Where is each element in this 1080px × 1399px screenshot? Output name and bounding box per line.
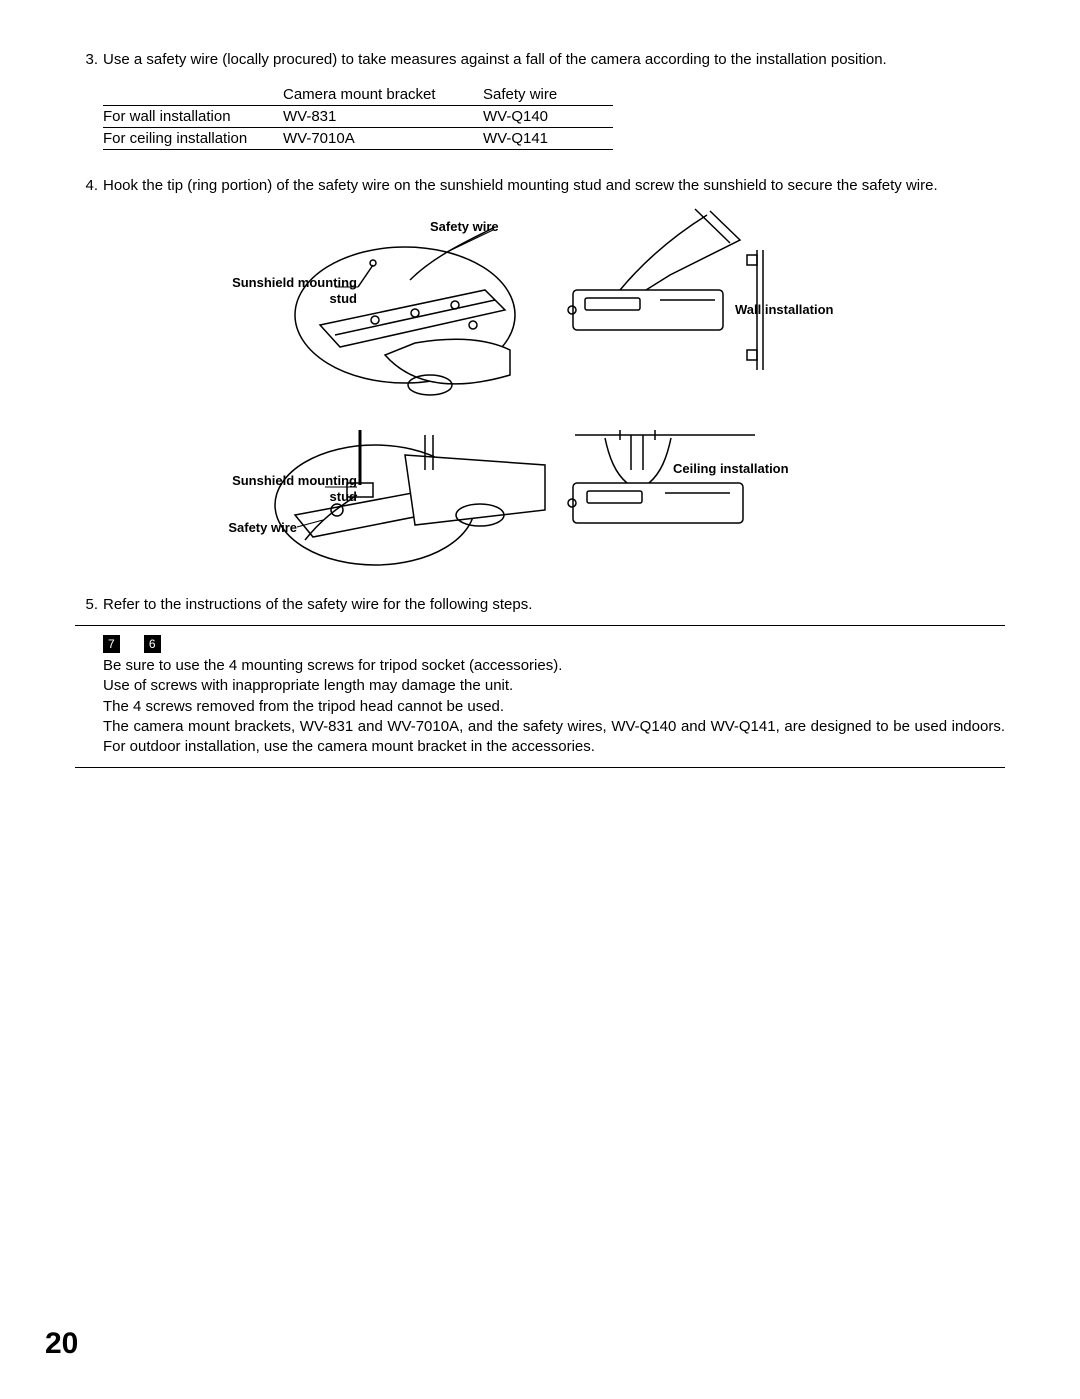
figure-area: Safety wire Sunshield mounting stud Wall… xyxy=(75,205,1005,585)
list-number: 3. xyxy=(75,50,103,70)
th-blank xyxy=(103,84,283,106)
th-bracket: Camera mount bracket xyxy=(283,84,483,106)
page-number: 20 xyxy=(45,1327,78,1361)
note-line: Use of screws with inappropriate length … xyxy=(103,676,1005,696)
cell: For ceiling installation xyxy=(103,128,283,150)
note-line: Be sure to use the 4 mounting screws for… xyxy=(103,656,1005,676)
note-line: The camera mount brackets, WV-831 and WV… xyxy=(103,717,1005,758)
cell: WV-7010A xyxy=(283,128,483,150)
cell: For wall installation xyxy=(103,106,283,128)
table-row: For ceiling installation WV-7010A WV-Q14… xyxy=(103,128,613,150)
cell: WV-831 xyxy=(283,106,483,128)
list-text: Hook the tip (ring portion) of the safet… xyxy=(103,176,1005,196)
cell: WV-Q140 xyxy=(483,106,613,128)
note-line: The 4 screws removed from the tripod hea… xyxy=(103,697,1005,717)
list-number: 5. xyxy=(75,595,103,615)
list-text: Refer to the instructions of the safety … xyxy=(103,595,1005,615)
cell: WV-Q141 xyxy=(483,128,613,150)
note-badge: 6 xyxy=(144,635,161,653)
note-body: Be sure to use the 4 mounting screws for… xyxy=(75,656,1005,757)
list-item-4: 4. Hook the tip (ring portion) of the sa… xyxy=(75,176,1005,196)
note-badge: 7 xyxy=(103,635,120,653)
list-item-5: 5. Refer to the instructions of the safe… xyxy=(75,595,1005,615)
table-row: For wall installation WV-831 WV-Q140 xyxy=(103,106,613,128)
note-header: 7 6 xyxy=(75,634,1005,654)
note-block: 7 6 Be sure to use the 4 mounting screws… xyxy=(75,625,1005,769)
list-number: 4. xyxy=(75,176,103,196)
th-wire: Safety wire xyxy=(483,84,613,106)
diagram-svg xyxy=(75,205,1005,585)
list-text: Use a safety wire (locally procured) to … xyxy=(103,50,1005,70)
bracket-table: Camera mount bracket Safety wire For wal… xyxy=(103,84,613,150)
list-item-3: 3. Use a safety wire (locally procured) … xyxy=(75,50,1005,70)
